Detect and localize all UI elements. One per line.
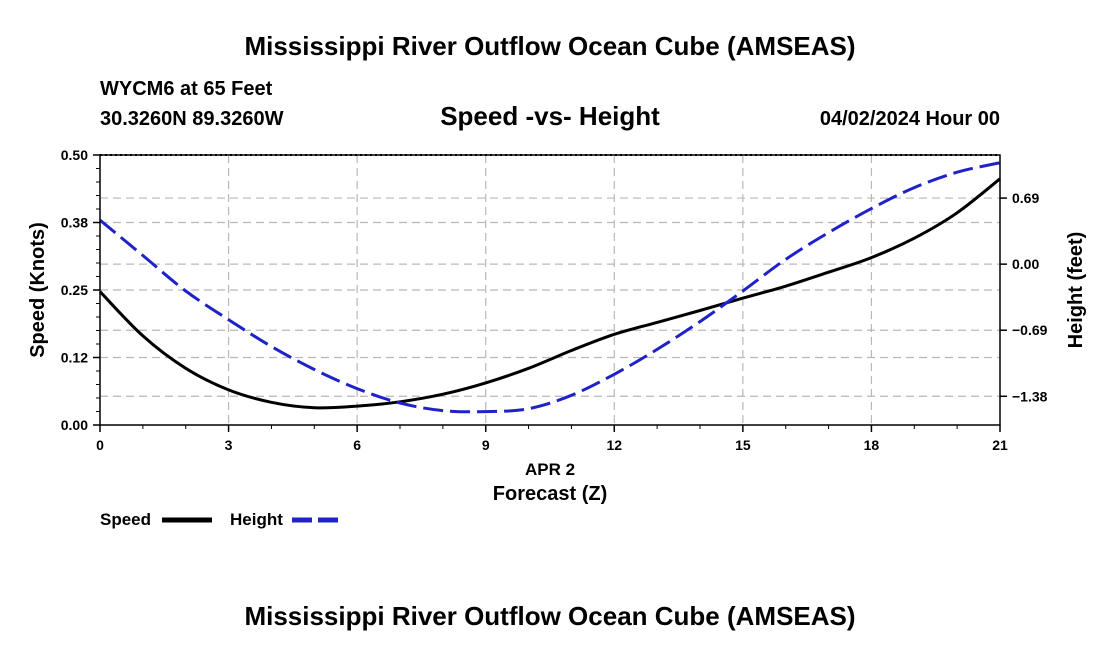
footer-title: Mississippi River Outflow Ocean Cube (AM…: [244, 601, 855, 631]
y2-axis-label: Height (feet): [1065, 232, 1087, 349]
chart-subtitle: Speed -vs- Height: [440, 101, 660, 131]
y-tick-label: 0.50: [61, 147, 88, 163]
x-tick-label: 9: [482, 437, 490, 453]
legend: Speed Height: [100, 510, 342, 529]
x-axis-date-label: APR 2: [525, 460, 575, 479]
y2-tick-label: −1.38: [1012, 388, 1048, 404]
grid-lines: [100, 155, 1000, 425]
axis-ticks: 0 3 6 9 12 15 18 21 0.00 0.12 0.25 0.38 0.50 −1.38 −0.…: [61, 147, 1048, 453]
date-time-label: 04/02/2024 Hour 00: [820, 108, 1000, 130]
y-axis-label: Speed (Knots): [27, 222, 49, 358]
coordinates-label: 30.3260N 89.3260W: [100, 108, 284, 130]
y2-tick-label: 0.00: [1012, 256, 1039, 272]
y-tick-label: 0.12: [61, 350, 88, 366]
station-label: WYCM6 at 65 Feet: [100, 78, 273, 100]
series-lines: [98, 161, 1001, 414]
y-tick-label: 0.38: [61, 215, 88, 231]
x-tick-label: 0: [96, 437, 104, 453]
x-tick-label: 15: [735, 437, 751, 453]
y-tick-label: 0.25: [61, 282, 88, 298]
legend-speed-label: Speed: [100, 510, 151, 529]
series-line-height: [99, 161, 1001, 414]
x-tick-label: 18: [864, 437, 880, 453]
y2-tick-label: −0.69: [1012, 322, 1048, 338]
series-line-speed: [98, 177, 1001, 410]
y-tick-label: 0.00: [61, 417, 88, 433]
x-tick-label: 21: [992, 437, 1008, 453]
y2-tick-label: 0.69: [1012, 190, 1039, 206]
x-tick-label: 3: [225, 437, 233, 453]
x-tick-label: 12: [606, 437, 622, 453]
x-tick-label: 6: [353, 437, 361, 453]
legend-height-label: Height: [230, 510, 283, 529]
page-title: Mississippi River Outflow Ocean Cube (AM…: [244, 31, 855, 61]
x-axis-label: Forecast (Z): [493, 483, 607, 505]
